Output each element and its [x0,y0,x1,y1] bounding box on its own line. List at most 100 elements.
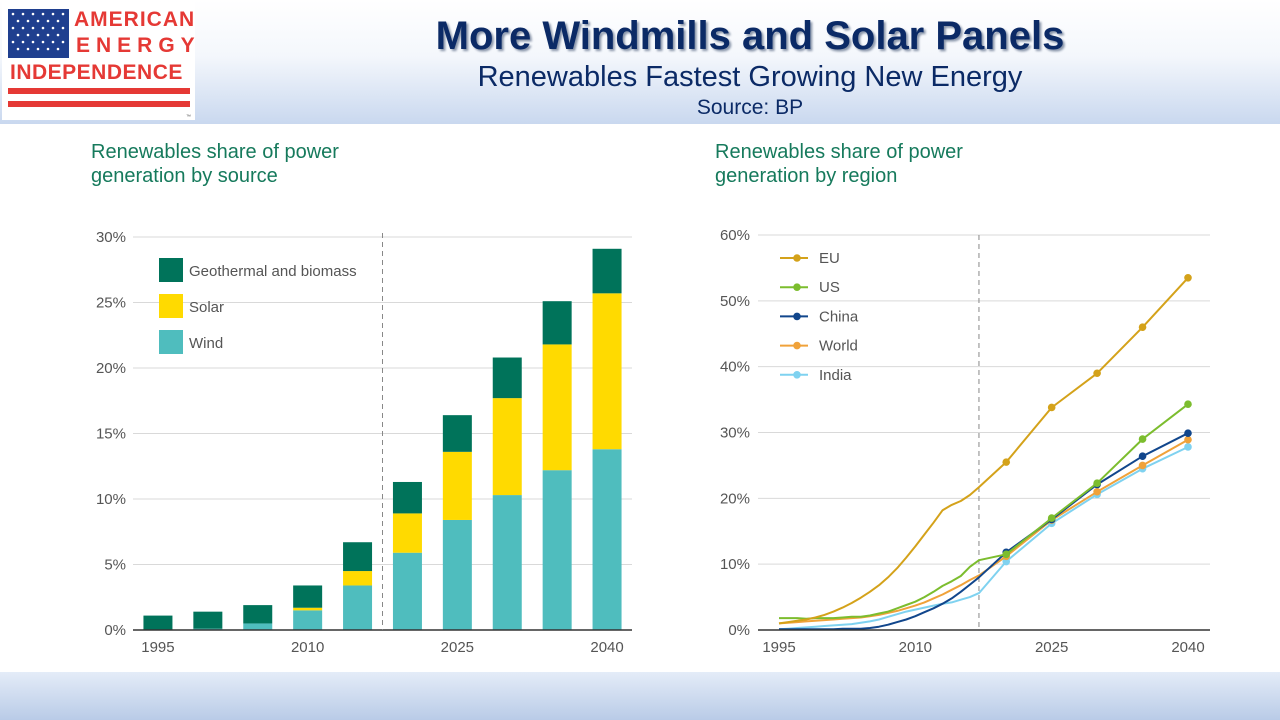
legend-label: China [819,308,859,325]
bar-segment-geothermal [542,301,572,345]
y-tick-label: 0% [104,622,126,639]
bar-segment-solar [442,451,472,520]
legend-label: India [819,367,852,384]
x-tick-label: 2025 [1035,639,1068,656]
bar-segment-geothermal [293,585,323,608]
bar-segment-solar [343,571,373,586]
series-line-eu [778,277,1189,625]
data-point-us [1093,479,1101,487]
y-tick-label: 20% [720,490,750,507]
data-point-eu [1002,458,1011,466]
bar-segment-wind [243,623,273,630]
bar-segment-geothermal [592,248,622,294]
y-tick-label: 10% [96,491,126,508]
data-point-us [1047,514,1056,522]
legend-swatch-solar [159,294,183,318]
legend-marker-china [793,312,801,321]
x-tick-label: 2010 [291,639,324,656]
legend-marker-world [793,341,801,350]
y-tick-label: 30% [96,229,126,246]
y-tick-label: 0% [728,622,750,639]
y-tick-label: 30% [720,425,750,442]
data-point-eu [1184,273,1192,282]
y-tick-label: 5% [104,557,126,574]
x-tick-label: 2040 [590,639,623,656]
y-tick-label: 10% [720,556,750,573]
line-chart: 0% 10% 20% 30% 40% 50% 60% 1995 2010 2025 2040 EU US… [720,227,1210,656]
x-tick-label: 1995 [141,639,174,656]
logo-trademark: ™ [186,114,191,120]
source-note: Source: BP [696,96,804,119]
footer-band [0,672,1280,720]
data-point-china [1138,452,1147,461]
data-point-india [1184,443,1192,451]
series-line-china [779,432,1189,631]
y-tick-label: 60% [720,227,750,244]
data-point-world [1184,435,1192,444]
data-point-eu [1138,323,1147,331]
legend-label: EU [819,250,840,267]
legend-label: Solar [189,299,224,316]
bar-segment-geothermal [243,605,273,624]
series-line-india [778,446,1189,631]
bar-segment-geothermal [442,415,472,452]
y-tick-label: 40% [720,359,750,376]
bar-segment-wind [343,585,373,630]
bar-segment-wind [592,449,622,630]
bar-segment-wind [392,552,422,630]
y-tick-label: 20% [96,360,126,377]
bar-segment-solar [542,344,572,471]
legend-label: World [819,338,858,355]
legend-label: Geothermal and biomass [189,263,357,280]
data-point-india [1002,557,1011,566]
bar-chart-title: Renewables share of power generation by … [91,141,339,187]
bar-chart: 0% 5% 10% 15% 20% 25% 30% 1995 2010 2025 2040 Geoth… [96,229,632,656]
y-tick-label: 25% [96,295,126,312]
data-point-china [1184,429,1192,437]
legend-marker-us [793,283,801,292]
legend-label: Wind [189,335,223,352]
x-tick-label: 2010 [899,639,932,656]
data-point-us [1138,435,1147,443]
american-energy-independence-logo: AMERICAN ENERGY INDEPENDENCE ™ [2,2,195,120]
line-chart-title: Renewables share of power generation by … [715,141,963,187]
bar-segment-wind [442,519,472,630]
page-title: More Windmills and Solar Panels [435,14,1065,58]
bar-segment-solar [293,607,323,611]
x-tick-label: 1995 [762,639,795,656]
bar-segment-wind [492,495,522,630]
bar-segment-solar [392,513,422,553]
y-tick-label: 50% [720,293,750,310]
bar-segment-geothermal [492,357,522,399]
bar-segment-wind [542,470,572,630]
flag-stars-icon [8,9,69,58]
logo-stripe [8,88,190,94]
bar-segment-geothermal [193,611,223,629]
logo-word-american: AMERICAN [74,8,196,31]
x-tick-label: 2025 [441,639,474,656]
logo-word-energy: ENERGY [76,34,201,57]
y-tick-label: 15% [96,426,126,443]
legend-marker-india [793,371,801,379]
data-point-eu [1047,403,1056,412]
data-point-us [1184,400,1192,408]
legend-marker-eu [793,254,801,262]
bar-segment-geothermal [343,542,373,572]
bar-segment-geothermal [143,615,173,630]
logo-word-independence: INDEPENDENCE [10,61,183,84]
legend-label: US [819,279,840,296]
legend-swatch-geothermal [159,258,183,282]
series-line-us [779,403,1189,620]
bar-segment-geothermal [392,481,422,514]
legend-swatch-wind [159,330,183,354]
data-point-world [1093,487,1101,496]
bar-segment-solar [492,398,522,496]
page-subtitle: Renewables Fastest Growing New Energy [477,61,1023,93]
bar-segment-solar [592,293,622,450]
x-tick-label: 2040 [1171,639,1204,656]
data-point-us [1002,550,1011,559]
header-band [0,0,1280,124]
data-point-world [1138,461,1147,470]
flag-stars-svg [11,12,65,51]
